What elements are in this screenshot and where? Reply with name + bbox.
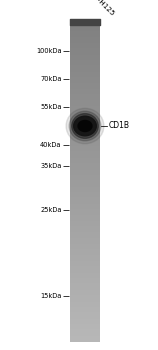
Text: 100kDa: 100kDa [36,48,62,54]
Text: 25kDa: 25kDa [40,207,62,213]
Text: 55kDa: 55kDa [40,104,62,110]
Text: 35kDa: 35kDa [40,163,62,169]
Text: NCI-H125: NCI-H125 [87,0,115,18]
Ellipse shape [78,120,92,132]
Ellipse shape [74,116,96,136]
Ellipse shape [72,114,98,138]
Ellipse shape [66,108,104,144]
Text: 70kDa: 70kDa [40,76,62,82]
Text: 40kDa: 40kDa [40,142,62,148]
Ellipse shape [69,111,101,141]
Text: CD1B: CD1B [108,121,129,131]
Text: 15kDa: 15kDa [40,293,62,299]
